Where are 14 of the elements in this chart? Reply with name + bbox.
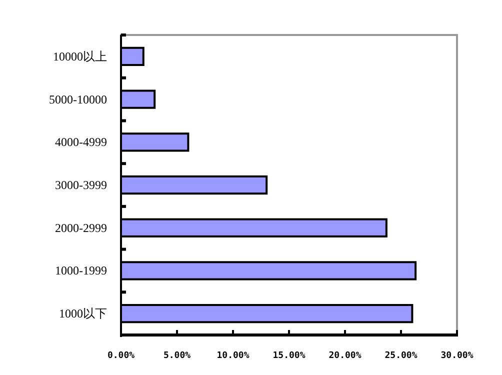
x-tick-label: 5.00% [163,351,192,361]
y-tick-label: 4000-4999 [55,135,107,150]
y-tick-label: 1000以下 [59,306,107,321]
x-tick-label: 20.00% [328,351,362,361]
x-tick-label: 0.00% [107,351,136,361]
x-tick-label: 30.00% [440,351,474,361]
y-tick-label: 2000-2999 [55,220,107,235]
y-tick-label: 5000-10000 [49,92,107,106]
x-tick-label: 25.00% [384,351,418,361]
y-tick-label: 1000-1999 [55,264,107,278]
x-tick-label: 10.00% [216,351,250,361]
y-tick-label: 10000以上 [53,49,107,64]
y-tick-label: 3000-3999 [55,178,107,192]
x-tick-label: 15.00% [272,351,306,361]
